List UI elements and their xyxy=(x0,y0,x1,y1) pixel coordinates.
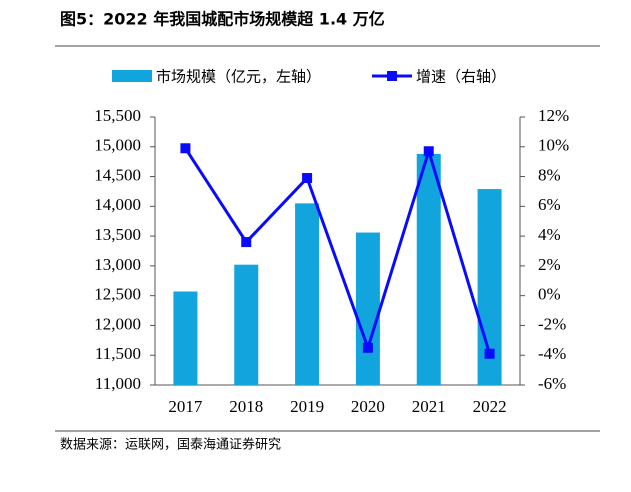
x-tick-label: 2018 xyxy=(229,397,263,416)
bar xyxy=(234,264,259,385)
y2-tick-label: -4% xyxy=(538,344,566,363)
bar xyxy=(416,153,441,385)
y-tick-label: 15,500 xyxy=(94,106,141,125)
y2-tick-label: 2% xyxy=(538,255,561,274)
y-tick-label: 13,500 xyxy=(94,225,141,244)
y2-tick-label: 12% xyxy=(538,106,569,125)
y2-tick-label: 6% xyxy=(538,195,561,214)
y2-tick-label: -2% xyxy=(538,314,566,333)
x-tick-label: 2021 xyxy=(412,397,446,416)
y2-tick-label: -6% xyxy=(538,374,566,393)
line-marker xyxy=(484,348,495,359)
legend-swatch xyxy=(112,70,152,82)
x-tick-label: 2017 xyxy=(168,397,203,416)
y2-tick-label: 0% xyxy=(538,285,561,304)
source-note: 数据来源：运联网，国泰海通证券研究 xyxy=(60,437,281,453)
x-tick-label: 2019 xyxy=(290,397,324,416)
y2-tick-label: 10% xyxy=(538,136,569,155)
line-marker xyxy=(362,342,373,353)
y2-tick-label: 4% xyxy=(538,225,561,244)
y-tick-label: 11,000 xyxy=(95,374,141,393)
x-tick-label: 2022 xyxy=(473,397,507,416)
y-tick-label: 14,500 xyxy=(94,165,141,184)
chart-title: 图5：2022 年我国城配市场规模超 1.4 万亿 xyxy=(60,10,385,29)
y2-tick-label: 8% xyxy=(538,165,561,184)
bar xyxy=(173,291,198,385)
legend-label: 增速（右轴） xyxy=(416,68,506,86)
y-tick-label: 15,000 xyxy=(94,136,141,155)
line-marker xyxy=(241,237,252,248)
legend-swatch xyxy=(387,71,397,81)
bar xyxy=(355,232,380,385)
y-tick-label: 12,500 xyxy=(94,285,141,304)
y-tick-label: 13,000 xyxy=(94,255,141,274)
line-marker xyxy=(302,173,313,184)
y-tick-label: 14,000 xyxy=(94,195,141,214)
line xyxy=(184,146,492,355)
legend-label: 市场规模（亿元，左轴） xyxy=(156,68,321,86)
y-tick-label: 11,500 xyxy=(95,344,141,363)
x-tick-label: 2020 xyxy=(351,397,385,416)
line-marker xyxy=(180,143,191,154)
line-marker xyxy=(423,146,434,157)
y-tick-label: 12,000 xyxy=(94,314,141,333)
bar xyxy=(295,203,320,385)
